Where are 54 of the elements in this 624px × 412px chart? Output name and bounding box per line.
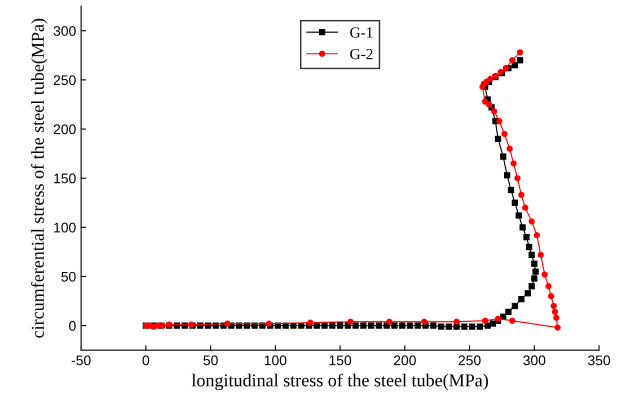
point [482, 98, 488, 105]
x-tick-label: -50 [72, 355, 91, 366]
point [307, 320, 314, 326]
x-tick-label: 300 [523, 355, 546, 366]
x-tick-label: 150 [330, 355, 352, 366]
point [347, 318, 354, 325]
point [534, 232, 540, 238]
point [514, 175, 521, 182]
point [502, 64, 509, 72]
y-tick-label: 0 [69, 320, 76, 331]
point [501, 130, 508, 138]
x-tick-label: 250 [458, 355, 481, 366]
x-tick-label: 350 [588, 355, 610, 366]
point [482, 318, 488, 324]
point [453, 318, 460, 325]
point [487, 76, 494, 82]
point [421, 318, 428, 325]
y-axis-title: circumferential stress of the steel tube(MPa) [30, 18, 48, 338]
point [522, 204, 528, 211]
y-tick-label: 50 [61, 272, 76, 282]
y-tick-label: 200 [54, 124, 76, 134]
point [552, 308, 558, 315]
point [386, 318, 392, 325]
y-tick-label: 100 [54, 222, 76, 233]
point [224, 320, 231, 327]
point [491, 108, 498, 114]
point [542, 271, 548, 278]
point [509, 318, 516, 324]
point [486, 101, 492, 108]
legend-label: G-2 [350, 48, 373, 60]
point [154, 322, 161, 329]
point [554, 324, 561, 331]
point [545, 283, 552, 290]
y-tick-label: 150 [54, 174, 76, 184]
point [516, 49, 524, 56]
point [518, 192, 524, 198]
point [528, 218, 535, 225]
point [510, 160, 517, 167]
y-tick-label: 250 [54, 75, 76, 86]
point [509, 57, 516, 64]
point [483, 78, 490, 85]
x-tick-label: 200 [394, 355, 416, 366]
point [506, 146, 513, 152]
point [553, 314, 560, 321]
point [550, 302, 557, 310]
x-tick-label: 50 [203, 355, 218, 366]
x-tick-label: 100 [264, 355, 286, 366]
legend-label: G-1 [350, 27, 372, 38]
point [496, 118, 502, 124]
point [538, 252, 544, 258]
x-axis-title: longitudinal stress of the steel tube(MPa) [192, 374, 488, 390]
point [548, 293, 554, 300]
x-tick-label: 0 [142, 355, 150, 366]
y-tick-label: 300 [54, 26, 76, 36]
